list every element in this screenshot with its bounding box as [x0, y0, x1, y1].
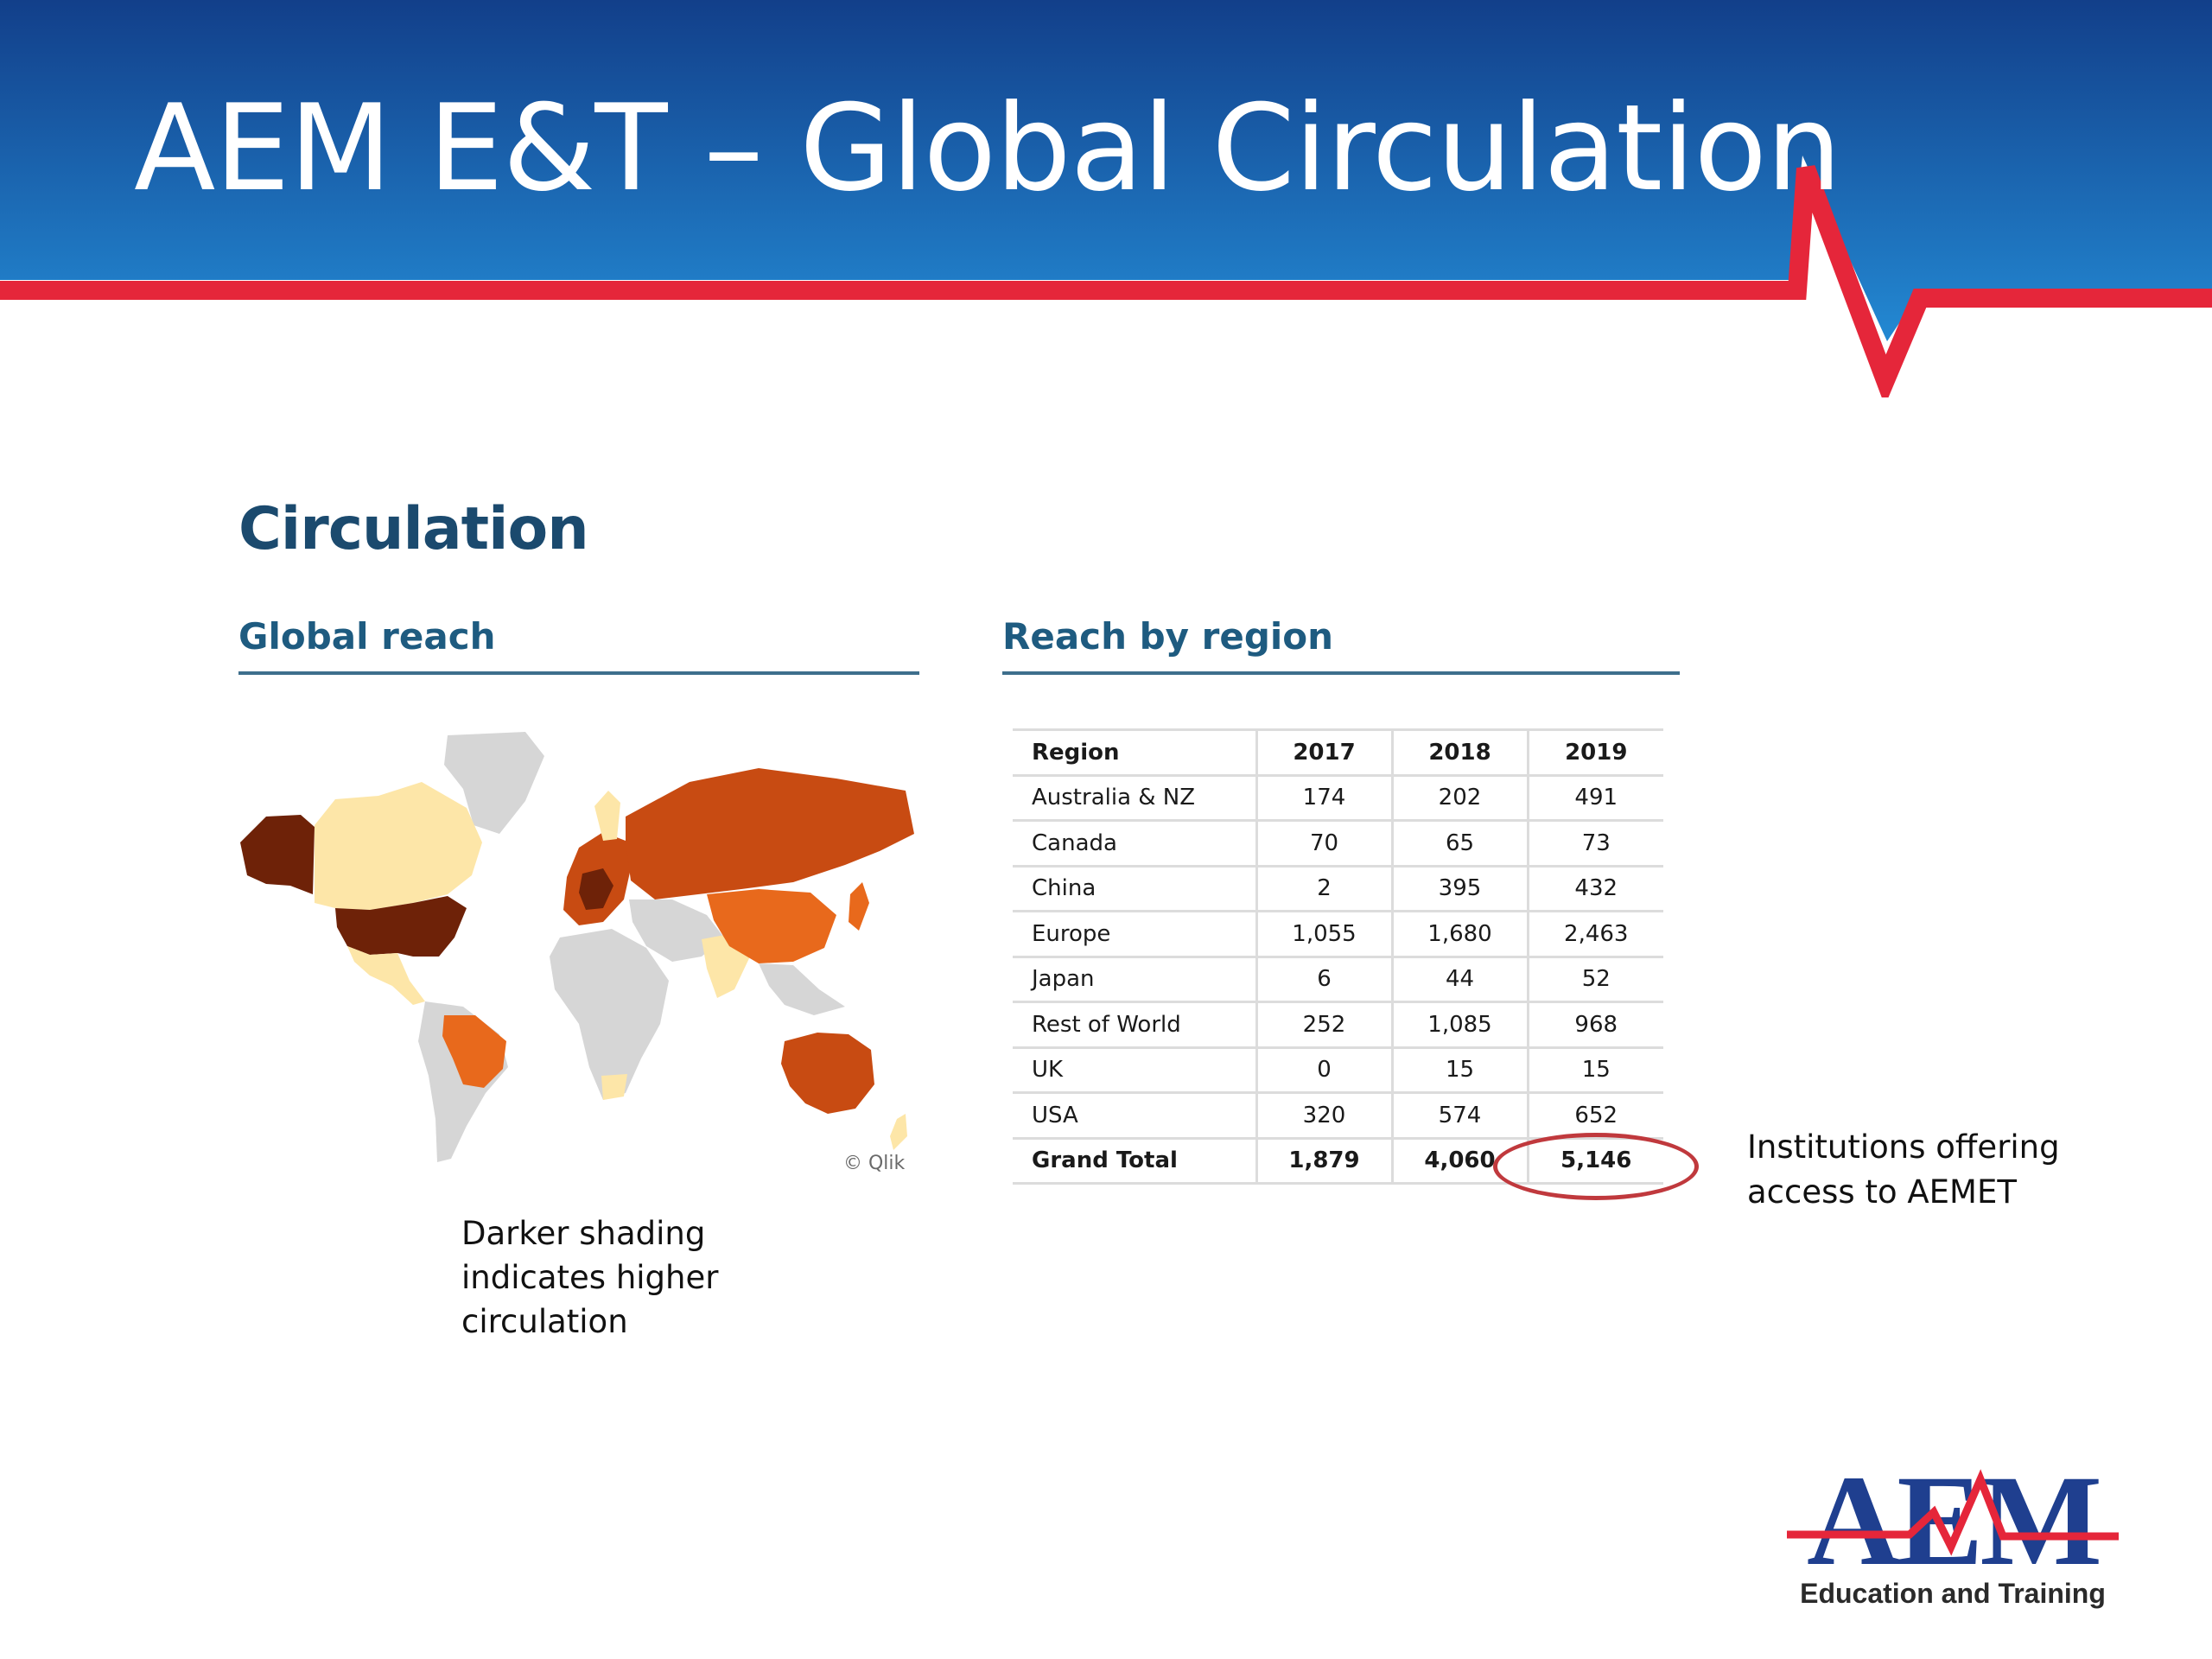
- reach-by-region-heading: Reach by region: [1002, 611, 1680, 675]
- region-cell: Australia & NZ: [1013, 775, 1258, 822]
- value-cell: 15: [1392, 1047, 1529, 1094]
- table-row: Australia & NZ 174 202 491: [1013, 775, 1663, 822]
- header-2018: 2018: [1392, 729, 1529, 777]
- header-banner: [0, 0, 2212, 397]
- section-heading: Circulation: [238, 495, 589, 563]
- region-cell: UK: [1013, 1047, 1258, 1094]
- region-cell: Rest of World: [1013, 1001, 1258, 1049]
- value-cell: 15: [1528, 1047, 1663, 1094]
- pulse-line: [0, 165, 2212, 397]
- highlight-ellipse: [1493, 1133, 1699, 1200]
- logo-pulse: [1787, 1469, 2119, 1556]
- aem-logo: AEM: [1787, 1460, 2119, 1592]
- map-russia: [626, 768, 914, 899]
- region-cell: USA: [1013, 1092, 1258, 1140]
- value-cell: 1,085: [1392, 1001, 1529, 1049]
- logo-tagline: Education and Training: [1800, 1578, 2106, 1609]
- map-central-america: [347, 946, 425, 1005]
- table-row: Europe 1,055 1,680 2,463: [1013, 911, 1663, 958]
- header-2017: 2017: [1256, 729, 1394, 777]
- map-usa: [335, 896, 467, 957]
- value-cell: 320: [1256, 1092, 1394, 1140]
- map-middle-east: [629, 899, 724, 962]
- slide-title: AEM E&T – Global Circulation: [134, 79, 1841, 218]
- map-japan: [849, 882, 869, 931]
- svg-text:AEM: AEM: [1807, 1460, 2099, 1592]
- region-table: Region 2017 2018 2019 Australia & NZ 174…: [1013, 728, 1663, 1185]
- value-cell: 174: [1256, 775, 1394, 822]
- world-map: [240, 732, 914, 1162]
- header-region: Region: [1013, 729, 1258, 777]
- table-row: USA 320 574 652: [1013, 1092, 1663, 1140]
- header-2019: 2019: [1528, 729, 1663, 777]
- total-label: Grand Total: [1013, 1138, 1258, 1185]
- value-cell: 73: [1528, 820, 1663, 868]
- map-brazil: [442, 1015, 506, 1088]
- region-cell: China: [1013, 866, 1258, 912]
- value-cell: 491: [1528, 775, 1663, 822]
- table-row: Rest of World 252 1,085 968: [1013, 1001, 1663, 1049]
- map-africa: [550, 929, 669, 1100]
- map-europe-dark: [579, 868, 613, 910]
- map-canada: [315, 782, 482, 910]
- table-row: UK 0 15 15: [1013, 1047, 1663, 1094]
- value-cell: 652: [1528, 1092, 1663, 1140]
- map-se-asia: [759, 963, 845, 1015]
- value-cell: 252: [1256, 1001, 1394, 1049]
- total-2017: 1,879: [1256, 1138, 1394, 1185]
- table-row: Japan 6 44 52: [1013, 957, 1663, 1003]
- map-china: [707, 889, 836, 963]
- value-cell: 202: [1392, 775, 1529, 822]
- map-caption: Darker shading indicates higher circulat…: [461, 1215, 719, 1340]
- table-row: China 2 395 432: [1013, 866, 1663, 912]
- value-cell: 1,680: [1392, 911, 1529, 958]
- value-cell: 1,055: [1256, 911, 1394, 958]
- value-cell: 574: [1392, 1092, 1529, 1140]
- map-scandinavia: [594, 791, 620, 841]
- value-cell: 65: [1392, 820, 1529, 868]
- map-credit: © Qlik: [843, 1153, 906, 1174]
- map-australia: [781, 1033, 874, 1114]
- value-cell: 432: [1528, 866, 1663, 912]
- map-greenland: [444, 732, 544, 834]
- value-cell: 2: [1256, 866, 1394, 912]
- map-south-africa: [601, 1074, 627, 1100]
- global-reach-heading: Global reach: [238, 611, 919, 675]
- value-cell: 6: [1256, 957, 1394, 1003]
- table-row: Canada 70 65 73: [1013, 820, 1663, 868]
- value-cell: 0: [1256, 1047, 1394, 1094]
- map-new-zealand: [890, 1114, 907, 1150]
- value-cell: 44: [1392, 957, 1529, 1003]
- institutions-note: Institutions offering access to AEMET: [1747, 1128, 2060, 1211]
- value-cell: 2,463: [1528, 911, 1663, 958]
- table-header-row: Region 2017 2018 2019: [1013, 729, 1663, 777]
- region-cell: Japan: [1013, 957, 1258, 1003]
- value-cell: 395: [1392, 866, 1529, 912]
- value-cell: 70: [1256, 820, 1394, 868]
- value-cell: 968: [1528, 1001, 1663, 1049]
- region-cell: Europe: [1013, 911, 1258, 958]
- map-alaska: [240, 815, 315, 894]
- region-cell: Canada: [1013, 820, 1258, 868]
- value-cell: 52: [1528, 957, 1663, 1003]
